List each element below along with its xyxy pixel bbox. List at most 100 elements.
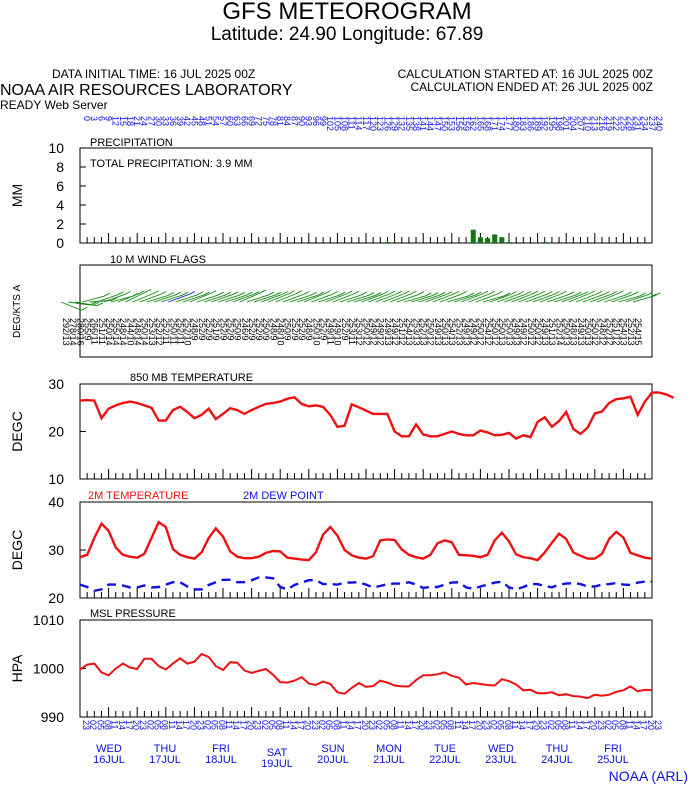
wind-barb bbox=[60, 301, 82, 311]
bottom-hour-label: 05 bbox=[153, 720, 163, 730]
wind-barb-flag bbox=[646, 291, 653, 296]
top-hour-label: 51 bbox=[204, 116, 214, 126]
top-hour-label: 216 bbox=[597, 116, 607, 131]
wind-barb bbox=[625, 294, 647, 303]
wind-barb-flag bbox=[367, 292, 375, 296]
wind-barb bbox=[346, 295, 369, 303]
top-hour-label: 96 bbox=[311, 116, 321, 126]
wind-barb bbox=[175, 294, 197, 303]
bottom-hour-label: 05 bbox=[610, 720, 620, 730]
bottom-hour-label: 14 bbox=[117, 720, 127, 730]
bottom-hour-label: 05 bbox=[439, 720, 449, 730]
y-tick-label: 6 bbox=[56, 178, 64, 194]
bottom-hour-label: 11 bbox=[396, 720, 406, 729]
wind-barb bbox=[511, 293, 533, 303]
wind-barb bbox=[404, 295, 426, 303]
wind-label: 252/9 bbox=[218, 318, 228, 341]
wind-label: 246/9 bbox=[240, 318, 250, 341]
top-hour-label: 81 bbox=[275, 116, 285, 126]
top-hour-label: 144 bbox=[425, 116, 435, 131]
day-date: 18JUL bbox=[205, 754, 237, 766]
bottom-hour-label: 02 bbox=[88, 720, 98, 730]
wind-barb bbox=[475, 294, 497, 303]
wind-barb bbox=[132, 293, 154, 303]
wind-barb bbox=[547, 294, 569, 303]
bottom-hour-label: 11 bbox=[510, 720, 520, 729]
wind-label: 250/12 bbox=[476, 318, 486, 346]
wind-barb-flag bbox=[403, 290, 410, 295]
wind-label: 251/11 bbox=[97, 318, 107, 345]
wind-label: 253/12 bbox=[354, 318, 364, 346]
precip-title: PRECIPITATION bbox=[90, 137, 173, 149]
top-hour-label: 21 bbox=[132, 116, 142, 126]
wind-label: 250/14 bbox=[140, 318, 150, 346]
wind-barb bbox=[575, 293, 597, 303]
top-hour-label: 201 bbox=[561, 116, 571, 131]
wind-barb-flag bbox=[174, 291, 182, 296]
top-hour-label: 102 bbox=[325, 116, 335, 131]
wind-barb bbox=[561, 294, 583, 303]
bottom-hour-label: 20 bbox=[131, 720, 141, 730]
top-hour-label: 42 bbox=[182, 116, 192, 126]
calc-ended: CALCULATION ENDED AT: 26 JUL 2025 00Z bbox=[410, 80, 653, 94]
wind-barb-flag bbox=[553, 291, 560, 295]
wind-barb-flag bbox=[632, 291, 639, 296]
wind-label: 249/13 bbox=[383, 318, 393, 346]
day-date: 17JUL bbox=[149, 754, 181, 766]
wind-barb-flag bbox=[588, 290, 596, 295]
wind-barb-flag bbox=[181, 291, 189, 296]
wind-barb bbox=[375, 293, 397, 303]
top-hour-label: 45 bbox=[189, 116, 199, 126]
bottom-hour-label: 11 bbox=[110, 720, 120, 729]
top-hour-label: 27 bbox=[146, 116, 156, 126]
top-hour-label: 57 bbox=[218, 116, 228, 126]
wind-label: 248/10 bbox=[276, 318, 286, 346]
wind-barb bbox=[597, 293, 618, 303]
bottom-hour-label: 02 bbox=[145, 720, 155, 730]
wind-label: 250/9 bbox=[261, 318, 271, 341]
wind-barb-flag bbox=[196, 291, 203, 296]
wind-barb-flag bbox=[167, 292, 175, 296]
top-hour-label: 165 bbox=[475, 116, 485, 131]
top-hour-label: 48 bbox=[196, 116, 206, 126]
wind-label: 251/12 bbox=[397, 318, 407, 346]
wind-label: 250/9 bbox=[283, 318, 293, 341]
wind-barb bbox=[318, 294, 340, 303]
y-tick-label: 20 bbox=[48, 590, 64, 606]
wind-label: 248/9 bbox=[304, 318, 314, 341]
y-axis-label: HPA bbox=[9, 654, 25, 682]
bottom-hour-label: 02 bbox=[489, 720, 499, 730]
wind-barb bbox=[504, 294, 526, 303]
wind-barb-flag bbox=[310, 291, 317, 296]
wind-barb bbox=[311, 294, 333, 303]
wind-barb bbox=[189, 293, 211, 303]
wind-barb-flag bbox=[388, 290, 396, 295]
wind-barb-flag bbox=[339, 291, 346, 296]
bottom-hour-label: 08 bbox=[446, 720, 456, 730]
bottom-hour-label: 11 bbox=[338, 720, 348, 729]
msl-title: MSL PRESSURE bbox=[90, 608, 176, 620]
wind-barb-flag bbox=[267, 291, 275, 296]
day-date: 20JUL bbox=[317, 754, 349, 766]
top-hour-label: 105 bbox=[332, 116, 342, 131]
wind-barb-flag bbox=[468, 292, 475, 297]
wind-label: 253/13 bbox=[147, 318, 157, 346]
wind-barb-flag bbox=[650, 293, 657, 298]
top-hour-label: 213 bbox=[590, 116, 600, 131]
wind-barb-flag bbox=[596, 290, 603, 295]
wind-label: 250/12 bbox=[533, 318, 543, 346]
top-hour-label: 0 bbox=[82, 116, 92, 121]
bottom-hour-label: 20 bbox=[589, 720, 599, 730]
top-hour-label: 219 bbox=[604, 116, 614, 131]
bottom-hour-label: 17 bbox=[410, 720, 420, 730]
top-hour-label: 33 bbox=[161, 116, 171, 126]
wind-barb-flag bbox=[446, 291, 453, 295]
top-hour-label: 111 bbox=[347, 116, 357, 130]
wind-barb bbox=[296, 294, 319, 303]
wind-barb-flag bbox=[253, 291, 260, 295]
day-date: 24JUL bbox=[541, 754, 573, 766]
wind-barb bbox=[239, 292, 261, 303]
server-name: READY Web Server bbox=[0, 98, 108, 112]
wind-barb bbox=[268, 293, 289, 303]
top-hour-label: 18 bbox=[125, 116, 135, 126]
